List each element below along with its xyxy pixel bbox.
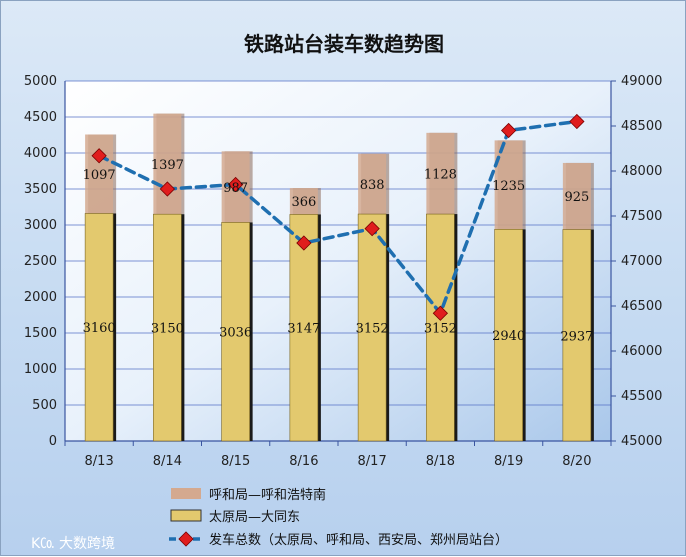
data-label-datong-east: 3152 [356,322,389,337]
bar-datong-east [562,229,592,442]
bar-hohhot-south [358,153,387,215]
x-tick-label: 8/14 [153,454,182,469]
legend-swatch-hohhot-south [171,488,201,499]
plot-area: 0 500 1000 1500 2000 2500 3000 3500 4000 4500 5000… [24,74,662,469]
data-label-datong-east: 3152 [424,322,457,337]
line-marker [159,181,176,197]
data-label-hohhot-south: 1235 [492,179,525,194]
y-left-tick-label: 500 [32,398,57,413]
bar-hohhot-south [153,113,182,215]
x-tick-label: 8/18 [426,454,455,469]
data-label-datong-east: 3147 [287,322,320,337]
y-right-tick-label: 48000 [621,164,662,179]
bar-datong-east [494,229,523,442]
data-label-datong-east: 3150 [151,322,184,337]
x-tick-label: 8/20 [562,454,591,469]
data-label-datong-east: 2940 [492,329,525,344]
data-label-hohhot-south: 987 [223,181,248,196]
line-marker [296,235,312,251]
bar-datong-east [426,213,455,442]
y-right-tick-label: 48500 [621,119,662,134]
data-label-hohhot-south: 1397 [151,158,184,173]
legend-label-total-departures: 发车总数（太原局、呼和局、西安局、郑州局站台） [209,532,508,548]
y-right-tick-label: 46500 [621,299,662,314]
x-tick-label: 8/19 [494,454,523,469]
x-tick-label: 8/16 [289,454,318,469]
watermark-text: 大数跨境 [59,536,115,552]
y-left-tick-label: 0 [49,434,57,449]
y-left-tick-label: 2500 [24,254,57,269]
legend-label-datong-east: 太原局—大同东 [209,510,300,525]
legend-label-hohhot-south: 呼和局—呼和浩特南 [209,487,326,503]
y-left-tick-label: 5000 [24,74,57,89]
line-marker [569,113,585,130]
data-label-datong-east: 2937 [560,329,593,344]
bar-datong-east [289,214,319,442]
legend-swatch-datong-east [170,509,202,522]
y-left-tick-label: 2000 [24,290,57,305]
data-label-datong-east: 3160 [83,321,116,336]
data-label-hohhot-south: 366 [291,195,316,210]
y-right-tick-label: 45000 [621,434,662,449]
bar-hohhot-south [426,132,455,215]
y-right-tick-label: 49000 [621,74,662,89]
data-label-hohhot-south: 925 [564,190,589,205]
line-marker [91,148,107,164]
chart-title: 铁路站台装车数趋势图 [244,32,444,56]
bar-hohhot-south [289,188,318,215]
bar-datong-east [357,213,387,442]
bar-datong-east [84,213,114,442]
line-marker [432,305,449,321]
y-right-tick-label: 46000 [621,344,662,359]
y-left-tick-label: 4500 [24,110,57,125]
line-marker [500,122,517,139]
line-marker [364,220,380,237]
watermark: K㏇ 大数跨境 [31,536,115,552]
y-right-tick-label: 47000 [621,254,662,269]
y-left-tick-label: 1500 [24,326,57,341]
data-label-hohhot-south: 1128 [424,167,457,182]
bar-hohhot-south [562,162,591,230]
data-label-hohhot-south: 838 [360,178,385,193]
y-left-tick-label: 1000 [24,362,57,377]
y-right-tick-label: 47500 [621,209,662,224]
x-tick-label: 8/17 [358,454,387,469]
bar-datong-east [153,213,182,442]
bar-hohhot-south [85,134,114,214]
watermark-logo-icon: K㏇ [31,536,54,552]
bar-datong-east [221,222,250,442]
y-right-tick-label: 45500 [621,389,662,404]
data-label-datong-east: 3036 [219,326,252,341]
legend-swatch-marker [178,531,194,547]
y-left-tick-label: 3500 [24,182,57,197]
x-tick-label: 8/13 [85,454,114,469]
line-marker [227,176,244,193]
x-tick-label: 8/15 [221,454,250,469]
bar-hohhot-south [494,140,523,230]
data-label-hohhot-south: 1097 [83,168,116,183]
y-left-tick-label: 4000 [24,146,57,161]
y-left-tick-label: 3000 [24,218,57,233]
line-total-departures [97,119,579,317]
